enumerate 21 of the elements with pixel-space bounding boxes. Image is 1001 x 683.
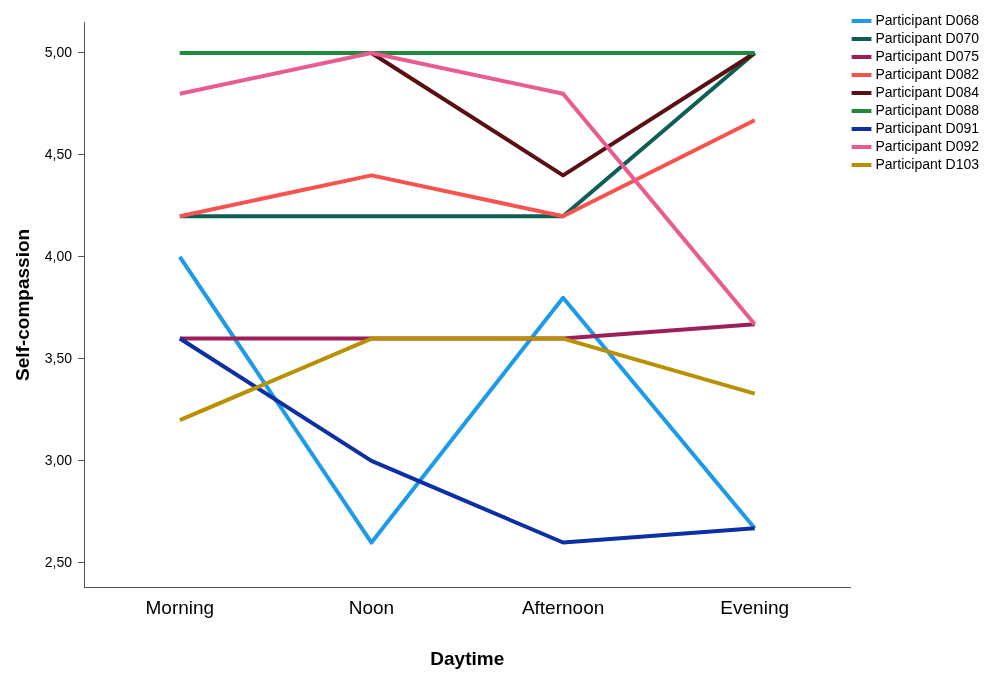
y-tick-label: 2,50 (44, 553, 73, 570)
x-tick-label: Noon (348, 597, 395, 619)
y-tick-label: 3,00 (44, 451, 73, 468)
legend-label: Participant D092 (875, 137, 980, 154)
y-axis-title: Self-compassion (11, 228, 33, 381)
y-tick-label: 5,00 (44, 43, 73, 60)
y-tick-label: 4,50 (44, 145, 73, 162)
legend-label: Participant D084 (875, 83, 980, 100)
legend-label: Participant D082 (875, 65, 980, 82)
legend-label: Participant D075 (875, 47, 980, 64)
x-axis-title: Daytime (430, 647, 505, 669)
y-tick-label: 4,00 (44, 247, 73, 264)
legend-label: Participant D091 (875, 119, 980, 136)
legend-label: Participant D070 (875, 29, 980, 46)
y-tick-label: 3,50 (44, 349, 73, 366)
x-tick-label: Afternoon (521, 597, 605, 619)
legend-label: Participant D068 (875, 11, 980, 28)
x-tick-label: Evening (720, 597, 790, 619)
x-tick-label: Morning (145, 597, 215, 619)
legend-label: Participant D103 (875, 155, 980, 172)
legend-label: Participant D088 (875, 101, 980, 118)
